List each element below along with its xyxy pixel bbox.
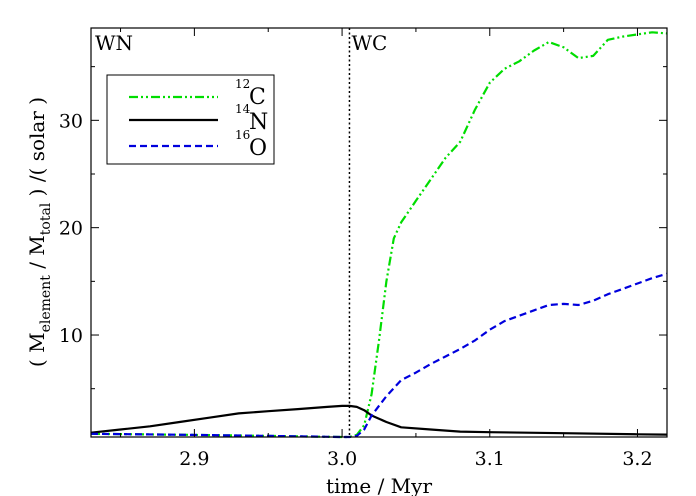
y-tick-label: 10 — [59, 325, 83, 347]
plot-frame — [90, 27, 668, 438]
ticks-layer: 2.9 3.0 3.1 3.2 10 20 30 — [59, 28, 667, 470]
legend-sup-n: 14 — [235, 102, 251, 116]
y-tick-label: 20 — [59, 218, 83, 240]
x-tick-label: 2.9 — [179, 448, 209, 470]
x-tick-label: 3.0 — [327, 448, 357, 470]
legend: 12 C 14 N 16 O — [106, 74, 275, 165]
series-layer — [90, 31, 668, 439]
x-tick-label: 3.2 — [622, 448, 652, 470]
legend-sup-o: 16 — [235, 128, 250, 142]
series-line-o — [90, 272, 668, 439]
y-axis-label: ( Melement / Mtotal ) /( solar ) — [25, 97, 54, 367]
legend-label-n: N — [249, 110, 268, 135]
phase-label-wn: WN — [95, 31, 133, 55]
legend-sup-c: 12 — [235, 77, 250, 91]
series-line-n — [90, 404, 668, 436]
x-tick-label: 3.1 — [475, 448, 505, 470]
x-axis-label: time / Myr — [326, 474, 432, 496]
y-tick-label: 30 — [59, 110, 83, 132]
legend-label-o: O — [249, 136, 267, 161]
legend-label-c: C — [249, 85, 266, 110]
phase-label-wc: WC — [351, 31, 387, 55]
